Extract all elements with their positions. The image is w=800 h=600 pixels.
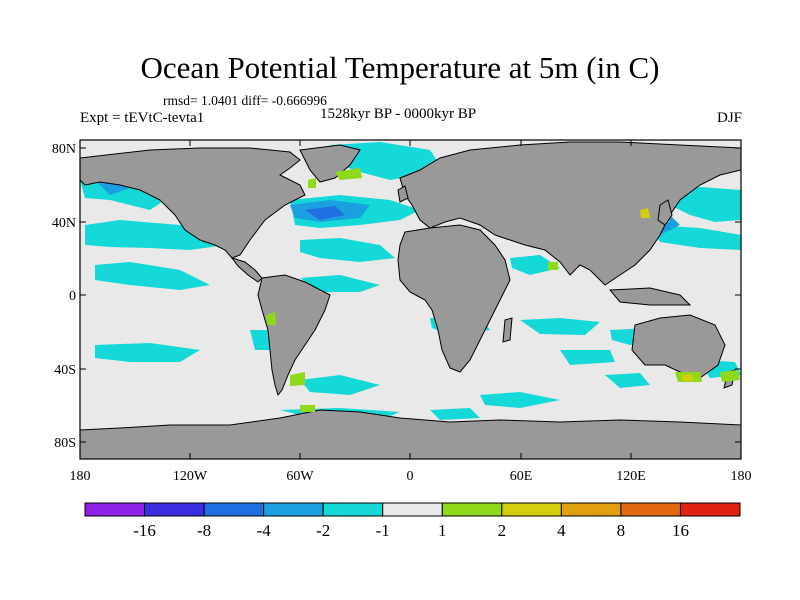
central-america — [230, 257, 263, 283]
colorbar-label: 2 — [498, 521, 507, 540]
period-label: 1528kyr BP - 0000kyr BP — [320, 106, 477, 122]
lon-label-60e: 60E — [510, 469, 533, 484]
madagascar — [502, 317, 513, 343]
colorbar-swatch-4 — [322, 502, 384, 517]
colorbar-labels: -16 -8 -4 -2 -1 1 2 4 8 16 — [133, 521, 689, 540]
lat-label-0: 0 — [69, 289, 76, 304]
lat-label-40s: 40S — [54, 363, 76, 378]
lon-label-180w: 180 — [70, 469, 91, 484]
colorbar-swatch-0 — [84, 502, 146, 517]
lon-label-120w: 120W — [173, 469, 208, 484]
eurasia — [399, 141, 741, 286]
colorbar-swatch-7 — [501, 502, 562, 517]
greenland — [299, 144, 361, 183]
japan — [657, 199, 673, 226]
colorbar-label: 8 — [617, 521, 626, 540]
lon-label-120e: 120E — [616, 469, 646, 484]
lat-ticks — [80, 147, 741, 443]
colorbar-swatch-6 — [441, 502, 503, 517]
lat-label-80n: 80N — [52, 142, 76, 157]
lat-label-80s: 80S — [54, 436, 76, 451]
indonesia — [608, 287, 692, 306]
colorbar-swatch-9 — [620, 502, 681, 517]
north-america — [80, 147, 306, 259]
colorbar-swatch-5 — [382, 502, 443, 517]
africa — [397, 224, 511, 373]
australia — [631, 314, 726, 379]
british-isles — [397, 185, 409, 203]
colorbar-label: -2 — [316, 521, 330, 540]
colorbar-swatch-3 — [263, 502, 324, 517]
plot-title: Ocean Potential Temperature at 5m (in C) — [140, 50, 660, 85]
lon-label-0: 0 — [407, 469, 414, 484]
colorbar-swatch-8 — [560, 502, 622, 517]
lat-labels: 80N 40N 0 40S 80S — [52, 142, 76, 451]
colorbar-swatch-2 — [203, 502, 265, 517]
colorbar-label: 1 — [438, 521, 447, 540]
stats-text: rmsd= 1.0401 diff= -0.666996 — [163, 93, 327, 108]
lon-label-180e: 180 — [731, 469, 752, 484]
colorbar-label: -1 — [376, 521, 390, 540]
season-label: DJF — [716, 110, 742, 126]
colorbar-label: -4 — [257, 521, 272, 540]
colorbar-label: -16 — [133, 521, 156, 540]
warm-anomaly-regions — [266, 168, 740, 412]
lon-label-60w: 60W — [286, 469, 314, 484]
lat-label-40n: 40N — [52, 216, 76, 231]
antarctica — [80, 409, 741, 459]
colorbar-label: -8 — [197, 521, 211, 540]
colorbar-swatch-1 — [144, 502, 205, 517]
land-masses — [80, 141, 741, 459]
lon-ticks — [79, 140, 742, 459]
south-america — [257, 274, 331, 397]
lon-labels: 180 120W 60W 0 60E 120E 180 — [70, 469, 752, 484]
map-area — [80, 140, 741, 459]
experiment-label: Expt = tEVtC-tevta1 — [80, 110, 205, 126]
colorbar-label: 4 — [557, 521, 566, 540]
colorbar-label: 16 — [672, 521, 689, 540]
colorbar — [84, 502, 741, 517]
colorbar-swatch-10 — [679, 502, 741, 517]
